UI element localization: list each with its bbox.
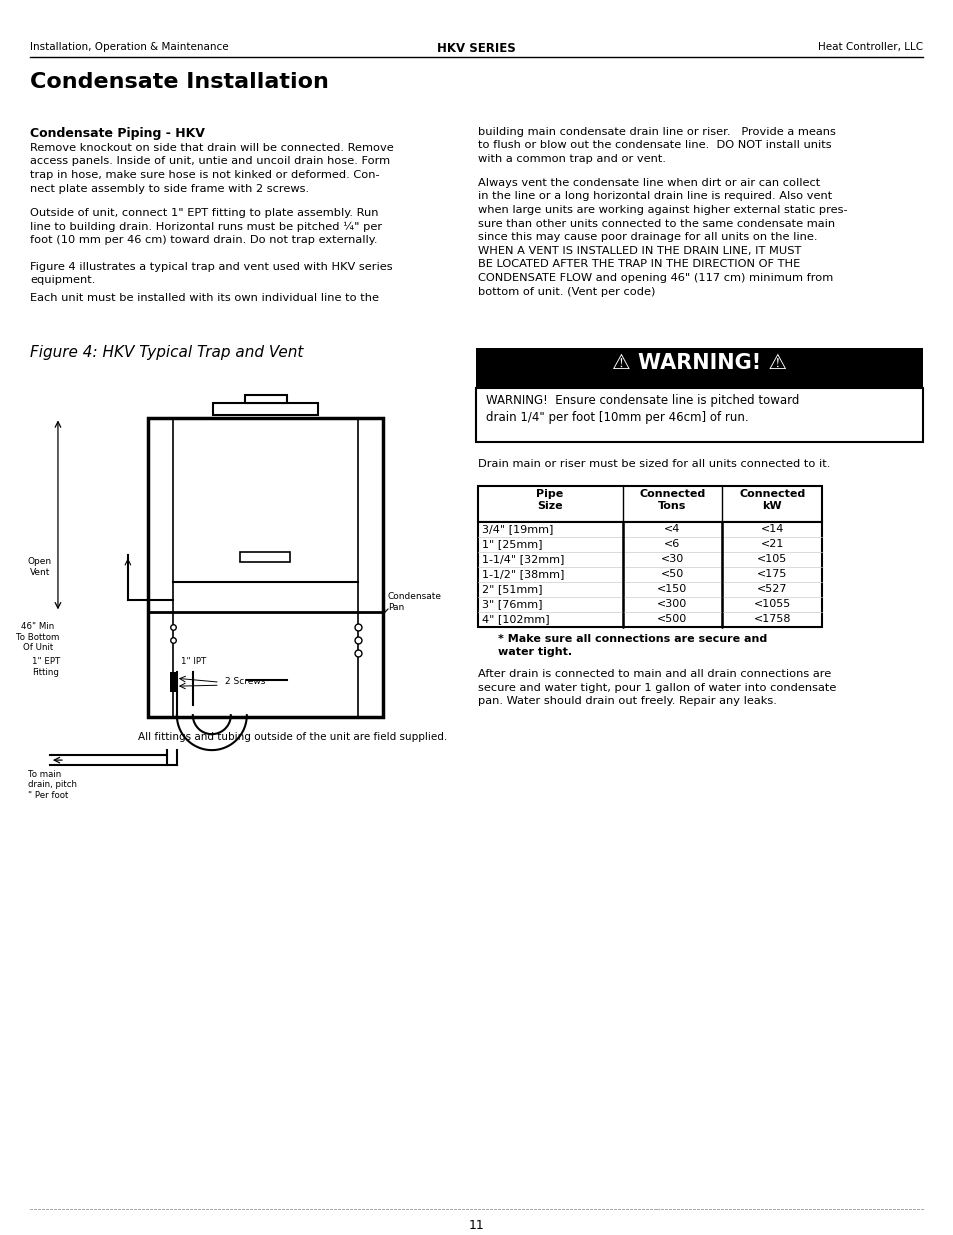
Text: Figure 4 illustrates a typical trap and vent used with HKV series
equipment.: Figure 4 illustrates a typical trap and … — [30, 262, 393, 285]
Text: 2" [51mm]: 2" [51mm] — [481, 584, 541, 594]
Text: Always vent the condensate line when dirt or air can collect
in the line or a lo: Always vent the condensate line when dir… — [477, 178, 846, 296]
Text: <300: <300 — [657, 599, 687, 609]
Text: Condensate Piping - HKV: Condensate Piping - HKV — [30, 127, 205, 140]
Bar — [476, 388, 923, 442]
Text: Installation, Operation & Maintenance: Installation, Operation & Maintenance — [30, 42, 229, 52]
Text: Outside of unit, connect 1" EPT fitting to plate assembly. Run
line to building : Outside of unit, connect 1" EPT fitting … — [30, 207, 382, 246]
Text: 2 Screws: 2 Screws — [225, 677, 265, 687]
Text: 1-1/4" [32mm]: 1-1/4" [32mm] — [481, 555, 563, 564]
Text: 1" EPT
Fitting: 1" EPT Fitting — [32, 657, 60, 677]
Bar — [477, 522, 821, 627]
Text: <105: <105 — [757, 555, 787, 564]
Text: Condensate
Pan: Condensate Pan — [387, 593, 441, 611]
Text: <14: <14 — [760, 525, 783, 535]
Text: * Make sure all connections are secure and
water tight.: * Make sure all connections are secure a… — [497, 635, 766, 657]
Text: HKV SERIES: HKV SERIES — [436, 42, 516, 54]
Bar — [213, 403, 317, 415]
Bar — [239, 552, 290, 562]
Text: Condensate Installation: Condensate Installation — [30, 72, 329, 91]
Text: Pipe
Size: Pipe Size — [536, 489, 563, 511]
Text: All fittings and tubing outside of the unit are field supplied.: All fittings and tubing outside of the u… — [138, 732, 447, 742]
Text: ⚠ WARNING! ⚠: ⚠ WARNING! ⚠ — [611, 352, 786, 373]
Text: <21: <21 — [760, 540, 783, 550]
Text: 1" IPT: 1" IPT — [181, 657, 206, 666]
Text: 3/4" [19mm]: 3/4" [19mm] — [481, 525, 553, 535]
Text: <175: <175 — [757, 569, 787, 579]
Text: Connected
Tons: Connected Tons — [639, 489, 705, 511]
Text: <6: <6 — [663, 540, 679, 550]
Bar — [476, 347, 923, 388]
Text: After drain is connected to main and all drain connections are
secure and water : After drain is connected to main and all… — [477, 669, 835, 706]
Bar — [245, 394, 287, 403]
Text: Each unit must be installed with its own individual line to the: Each unit must be installed with its own… — [30, 293, 378, 303]
Text: <1055: <1055 — [753, 599, 790, 609]
Text: Drain main or riser must be sized for all units connected to it.: Drain main or riser must be sized for al… — [477, 459, 829, 469]
Text: <527: <527 — [757, 584, 787, 594]
Bar — [170, 672, 177, 692]
Bar — [477, 487, 821, 522]
Text: 1-1/2" [38mm]: 1-1/2" [38mm] — [481, 569, 563, 579]
Text: building main condensate drain line or riser.   Provide a means
to flush or blow: building main condensate drain line or r… — [477, 127, 835, 164]
Text: 3" [76mm]: 3" [76mm] — [481, 599, 541, 609]
Bar — [148, 417, 382, 718]
Text: To main
drain, pitch
" Per foot: To main drain, pitch " Per foot — [28, 771, 77, 800]
Text: WARNING!  Ensure condensate line is pitched toward
drain 1/4" per foot [10mm per: WARNING! Ensure condensate line is pitch… — [485, 394, 799, 424]
Text: 4" [102mm]: 4" [102mm] — [481, 614, 549, 624]
Text: <50: <50 — [660, 569, 683, 579]
Text: Open
Vent: Open Vent — [28, 557, 52, 577]
Text: Connected
kW: Connected kW — [739, 489, 804, 511]
Text: <30: <30 — [660, 555, 683, 564]
Text: 46" Min
To Bottom
Of Unit: 46" Min To Bottom Of Unit — [16, 622, 60, 652]
Text: Figure 4: HKV Typical Trap and Vent: Figure 4: HKV Typical Trap and Vent — [30, 345, 303, 359]
Text: 11: 11 — [468, 1219, 484, 1231]
Text: Heat Controller, LLC: Heat Controller, LLC — [818, 42, 923, 52]
Text: <1758: <1758 — [753, 614, 790, 624]
Text: Remove knockout on side that drain will be connected. Remove
access panels. Insi: Remove knockout on side that drain will … — [30, 143, 394, 194]
Text: <500: <500 — [657, 614, 687, 624]
Text: <4: <4 — [663, 525, 679, 535]
Text: 1" [25mm]: 1" [25mm] — [481, 540, 541, 550]
Text: <150: <150 — [657, 584, 687, 594]
